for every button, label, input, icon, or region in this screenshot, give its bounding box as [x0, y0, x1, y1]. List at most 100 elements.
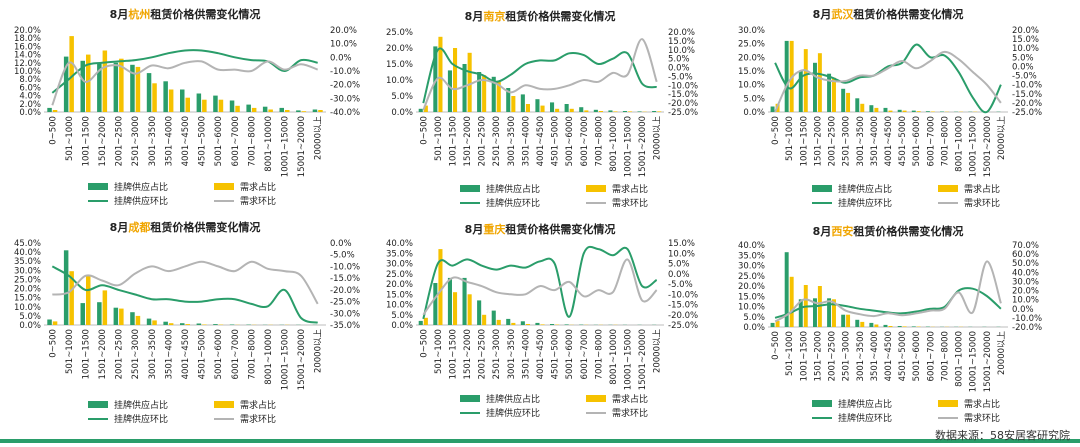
supply-share-bar: [565, 324, 569, 325]
x-tick-label: 1001~1500: [449, 116, 459, 166]
demand-share-bar: [152, 83, 157, 112]
x-tick-label: 4501~5000: [551, 116, 561, 166]
supply-share-bar: [246, 105, 251, 112]
y-left-tick-label: 10.0%: [738, 303, 765, 313]
x-tick-label: 20000以上: [997, 330, 1007, 375]
supply-share-bar: [940, 112, 944, 113]
supply-share-bar: [898, 326, 902, 327]
legend-label-demand-share: 需求占比: [240, 399, 276, 411]
x-tick-label: 3501~4000: [164, 116, 174, 166]
y-left-tick-label: 25.0%: [386, 28, 413, 38]
y-left-tick-label: 15.0%: [386, 290, 413, 300]
x-tick-label: 2501~3000: [131, 116, 141, 166]
y-right-tick-label: 30.0%: [1012, 277, 1039, 287]
y-left-tick-label: 40.0%: [738, 241, 765, 251]
supply-share-bar: [884, 325, 888, 327]
x-tick-label: 2501~3000: [842, 116, 852, 166]
y-left-tick-label: 30.0%: [14, 266, 41, 276]
y-right-tick-label: 20.0%: [330, 26, 357, 36]
supply-mom-line: [423, 247, 656, 319]
x-tick-label: 15001~20000: [638, 329, 648, 390]
legend-swatch-supply-share: [812, 185, 832, 192]
x-tick-label: 1001~1500: [82, 329, 92, 379]
demand-mom-line: [423, 39, 656, 110]
supply-share-bar: [869, 105, 873, 112]
y-left-tick-label: 25.0%: [738, 40, 765, 50]
supply-share-bar: [565, 104, 569, 112]
y-right-tick-label: -15.0%: [330, 274, 360, 284]
demand-share-bar: [103, 290, 108, 325]
y-left-tick-label: 20.0%: [14, 285, 41, 295]
x-tick-label: 4001~4500: [181, 329, 191, 379]
x-tick-label: 6001~7000: [926, 331, 936, 381]
y-right-tick-label: 10.0%: [668, 46, 695, 56]
y-left-tick-label: 0.0%: [391, 321, 413, 331]
legend-swatch-demand-share: [586, 185, 606, 192]
legend-label-demand-mom: 需求环比: [240, 195, 276, 207]
x-tick-label: 5001~6000: [214, 329, 224, 379]
x-tick-label: 15001~20000: [983, 116, 993, 177]
legend-swatch-supply-share: [88, 183, 108, 190]
y-right-tick-label: -20.0%: [330, 286, 360, 296]
y-left-tick-label: 40.0%: [14, 248, 41, 258]
supply-share-bar: [884, 108, 888, 112]
x-tick-label: 8001~10000: [264, 116, 274, 172]
y-right-tick-label: -10.0%: [330, 262, 360, 272]
y-right-tick-label: 0.0%: [1012, 62, 1034, 72]
supply-mom-line: [52, 266, 317, 322]
y-right-tick-label: -25.0%: [1012, 108, 1042, 118]
supply-share-bar: [448, 70, 452, 112]
supply-share-bar: [114, 63, 119, 112]
y-right-tick-label: 20.0%: [1012, 287, 1039, 297]
demand-share-bar: [917, 111, 921, 112]
supply-share-bar: [419, 321, 423, 325]
x-tick-label: 1501~2000: [98, 116, 108, 166]
x-tick-label: 15001~20000: [983, 331, 993, 392]
x-tick-label: 4501~5000: [551, 329, 561, 379]
x-tick-label: 4001~4500: [884, 331, 894, 381]
legend-label-supply-mom: 挂牌供应环比: [486, 407, 540, 419]
supply-share-bar: [535, 99, 539, 112]
x-tick-label: 8001~10000: [955, 331, 965, 387]
demand-share-bar: [874, 325, 878, 328]
y-left-tick-label: 30.0%: [386, 260, 413, 270]
y-left-tick-label: 0.0%: [391, 108, 413, 118]
supply-share-bar: [521, 94, 525, 112]
demand-share-bar: [555, 109, 559, 112]
y-left-tick-label: 5.0%: [743, 313, 765, 323]
supply-share-bar: [433, 283, 437, 325]
supply-share-bar: [855, 98, 859, 112]
x-tick-label: 2501~3000: [492, 116, 502, 166]
x-tick-label: 3501~4000: [870, 331, 880, 381]
x-tick-label: 15001~20000: [638, 116, 648, 177]
x-tick-label: 2001~2500: [828, 116, 838, 166]
supply-share-bar: [296, 110, 301, 112]
supply-share-bar: [97, 302, 102, 325]
supply-share-bar: [855, 320, 859, 327]
x-tick-label: 6001~7000: [926, 116, 936, 166]
legend-label-supply-mom: 挂牌供应环比: [486, 197, 540, 209]
supply-share-bar: [785, 41, 789, 112]
x-tick-label: 3001~3500: [148, 116, 158, 166]
demand-share-bar: [526, 324, 530, 325]
legend-label-supply-mom: 挂牌供应环比: [114, 195, 168, 207]
legend-swatch-supply-share: [88, 401, 108, 408]
x-tick-label: 4001~4500: [536, 116, 546, 166]
legend-label-supply-share: 挂牌供应占比: [114, 181, 168, 193]
legend-label-supply-share: 挂牌供应占比: [838, 183, 892, 195]
x-tick-label: 6001~7000: [580, 116, 590, 166]
x-tick-label: 10001~15000: [281, 116, 291, 177]
demand-share-bar: [186, 324, 191, 325]
x-tick-label: 0~500: [771, 331, 781, 360]
y-right-tick-label: -40.0%: [330, 108, 360, 118]
y-right-tick-label: 5.0%: [668, 55, 690, 65]
y-left-tick-label: 35.0%: [386, 249, 413, 259]
x-tick-label: 2501~3000: [131, 329, 141, 379]
x-tick-label: 1501~2000: [463, 116, 473, 166]
demand-share-bar: [285, 110, 290, 112]
data-source-note: 数据来源：58安居客研究院: [935, 427, 1070, 443]
y-right-tick-label: -30.0%: [330, 94, 360, 104]
supply-share-bar: [550, 324, 554, 325]
title-suffix: 租赁价格供需变化情况: [853, 224, 963, 238]
y-right-tick-label: 10.0%: [1012, 44, 1039, 54]
